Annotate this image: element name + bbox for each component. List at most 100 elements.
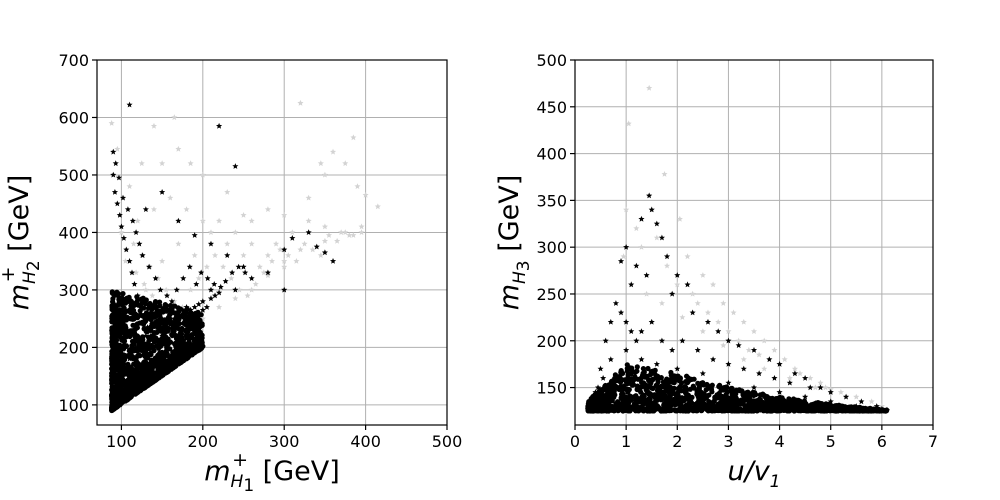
scatter-point — [734, 402, 740, 408]
scatter-point — [191, 232, 198, 238]
y-tick-label: 400 — [58, 223, 89, 242]
scatter-point — [285, 252, 292, 258]
scatter-point — [679, 337, 686, 344]
scatter-point — [802, 375, 809, 381]
scatter-point — [132, 300, 138, 307]
scatter-point — [192, 318, 198, 324]
scatter-point — [694, 300, 701, 306]
scatter-point — [358, 229, 365, 235]
scatter-point — [798, 405, 804, 411]
scatter-point — [736, 387, 742, 393]
scatter-point — [264, 206, 271, 212]
scatter-point — [136, 240, 143, 247]
scatter-point — [109, 342, 115, 348]
scatter-point — [817, 384, 824, 391]
scatter-point — [195, 275, 202, 281]
scatter-point — [618, 258, 625, 264]
scatter-point — [878, 403, 885, 409]
scatter-point — [607, 397, 613, 403]
scatter-point — [163, 327, 170, 333]
scatter-point — [155, 318, 161, 324]
scatter-point — [661, 403, 667, 409]
scatter-point — [694, 346, 701, 353]
scatter-point — [628, 376, 635, 382]
scatter-point — [321, 249, 328, 256]
scatter-point — [155, 338, 162, 345]
scatter-point — [186, 263, 193, 270]
scatter-point — [114, 145, 121, 152]
scatter-point — [737, 406, 744, 412]
scatter-point — [158, 308, 164, 314]
scatter-point — [671, 380, 677, 386]
axes-frame — [96, 59, 448, 426]
scatter-point — [633, 225, 640, 232]
scatter-point — [744, 390, 750, 396]
scatter-point — [173, 286, 180, 293]
scatter-point — [817, 379, 824, 386]
scatter-point — [630, 382, 637, 388]
scatter-point — [175, 145, 182, 152]
scatter-point — [150, 324, 157, 330]
scatter-point — [626, 380, 632, 386]
scatter-point — [321, 171, 328, 178]
scatter-point — [133, 389, 139, 395]
scatter-point — [199, 171, 206, 178]
scatter-point — [111, 390, 118, 396]
scatter-point — [111, 189, 118, 195]
scatter-point — [154, 376, 160, 382]
scatter-point — [181, 320, 187, 326]
scatter-point — [710, 356, 717, 363]
scatter-point — [653, 382, 660, 388]
scatter-point — [699, 272, 706, 278]
scatter-point — [119, 377, 125, 383]
scatter-point — [671, 385, 677, 391]
scatter-point — [827, 398, 834, 405]
scatter-point — [635, 386, 641, 393]
scatter-point — [764, 405, 770, 411]
scatter-point — [321, 237, 328, 244]
scatter-point — [248, 275, 255, 281]
scatter-point — [140, 382, 146, 388]
scatter-point — [674, 272, 681, 278]
scatter-point — [703, 387, 709, 393]
scatter-point — [109, 397, 115, 403]
y-tick-label: 300 — [536, 238, 567, 257]
scatter-point — [646, 192, 653, 199]
x-tick-label: 400 — [350, 432, 381, 451]
scatter-point — [151, 339, 157, 345]
scatter-point — [346, 232, 353, 238]
scatter-point — [619, 387, 625, 393]
scatter-point — [277, 246, 284, 253]
scatter-point — [786, 403, 793, 409]
scatter-point — [281, 263, 288, 270]
scatter-point — [114, 200, 121, 207]
scatter-point — [740, 318, 747, 325]
scatter-point — [684, 373, 690, 379]
scatter-point — [134, 217, 141, 224]
scatter-point — [207, 240, 214, 247]
scatter-point — [313, 243, 320, 250]
y-tick-label: 350 — [536, 191, 567, 210]
scatter-point — [179, 312, 186, 319]
scatter-point — [171, 309, 178, 316]
grey-series — [108, 99, 381, 385]
scatter-point — [127, 385, 133, 391]
scatter-point — [127, 333, 133, 340]
scatter-point — [157, 303, 163, 309]
left-scatter-panel: 100 200 300 400 500 100 200 300 400 500 600 700 mH1+… — [0, 51, 462, 496]
scatter-point — [812, 384, 819, 391]
scatter-point — [827, 389, 834, 395]
scatter-point — [162, 370, 168, 376]
scatter-point — [596, 408, 602, 414]
scatter-point — [625, 389, 631, 395]
scatter-point — [797, 370, 804, 377]
scatter-point — [120, 235, 127, 241]
scatter-point — [626, 407, 632, 413]
scatter-point — [114, 395, 121, 402]
scatter-point — [338, 229, 345, 235]
scatter-point — [321, 223, 328, 230]
scatter-point — [633, 337, 640, 344]
scatter-point — [108, 120, 115, 126]
scatter-point — [709, 389, 715, 395]
scatter-point — [853, 393, 860, 400]
